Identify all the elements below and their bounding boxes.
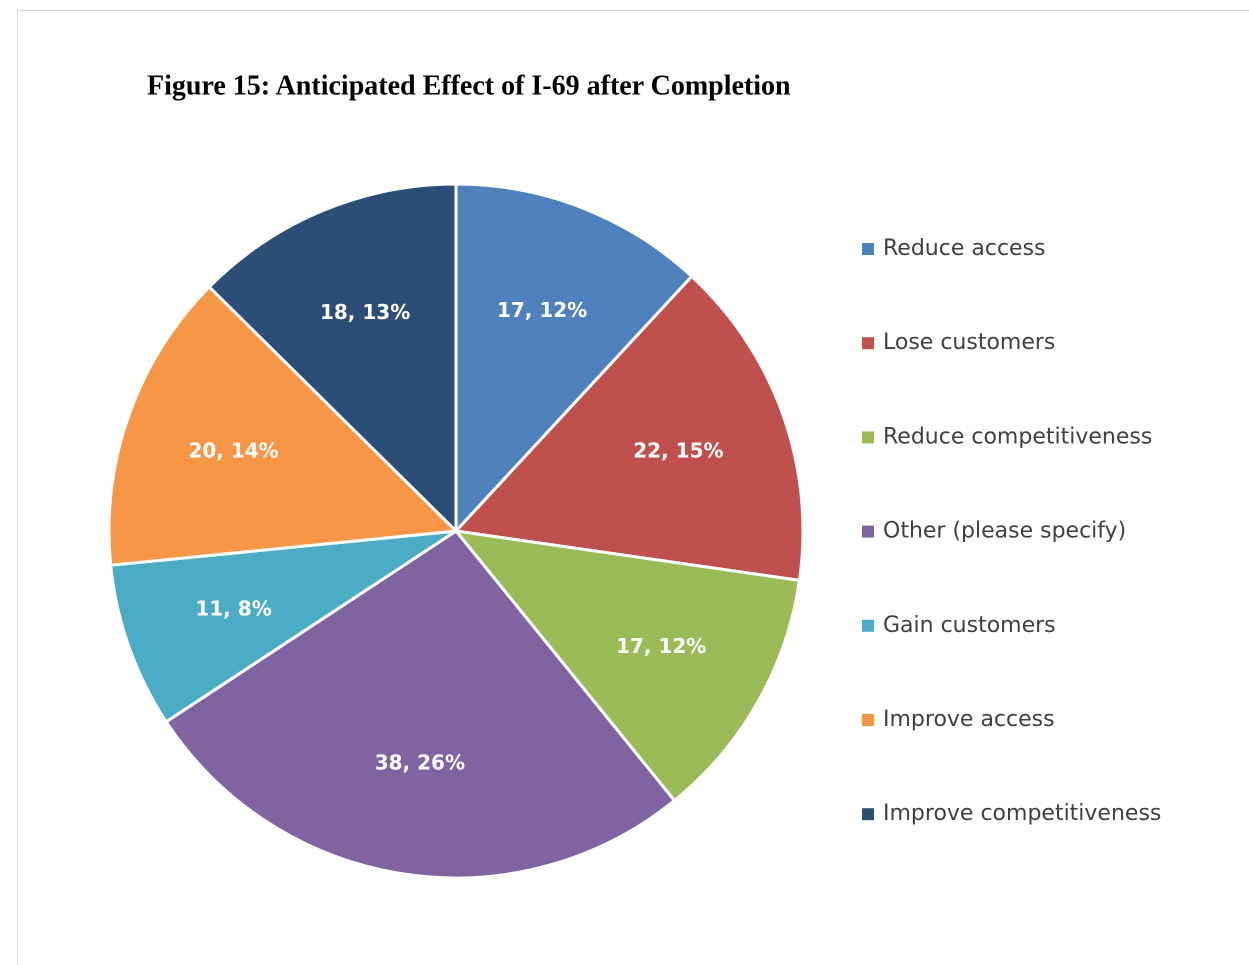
pie-slice (207, 182, 458, 535)
legend-label: Improve competitiveness (883, 801, 1161, 826)
legend-label: Other (please specify) (883, 519, 1126, 544)
legend-label: Gain customers (883, 613, 1056, 638)
pie-slice (107, 284, 460, 567)
legend-label: Lose customers (883, 330, 1055, 355)
data-label: 38, 26% (375, 751, 465, 775)
legend-swatch (862, 619, 874, 632)
data-label: 17, 12% (616, 634, 706, 658)
legend-label: Reduce access (883, 236, 1046, 261)
legend-label: Reduce competitiveness (883, 424, 1152, 449)
legend-swatch (862, 525, 874, 538)
pie-slice (452, 528, 802, 803)
pie-slice (109, 529, 457, 724)
pie-slice (454, 182, 694, 535)
legend-label: Improve access (883, 707, 1055, 732)
data-label: 22, 15% (633, 439, 723, 463)
chart-title: Figure 15: Anticipated Effect of I-69 af… (147, 70, 791, 101)
legend-swatch (862, 337, 874, 350)
legend-swatch (862, 243, 874, 255)
data-label: 11, 8% (195, 596, 271, 620)
pie-slice (452, 274, 805, 583)
data-label: 20, 14% (188, 439, 278, 463)
legend-swatch (862, 714, 874, 726)
data-label: 17, 12% (497, 298, 587, 322)
pie-slice (164, 529, 677, 880)
legend-swatch (862, 808, 874, 821)
legend-swatch (862, 431, 874, 444)
chart-frame (17, 10, 1249, 965)
data-label: 18, 13% (320, 300, 410, 324)
